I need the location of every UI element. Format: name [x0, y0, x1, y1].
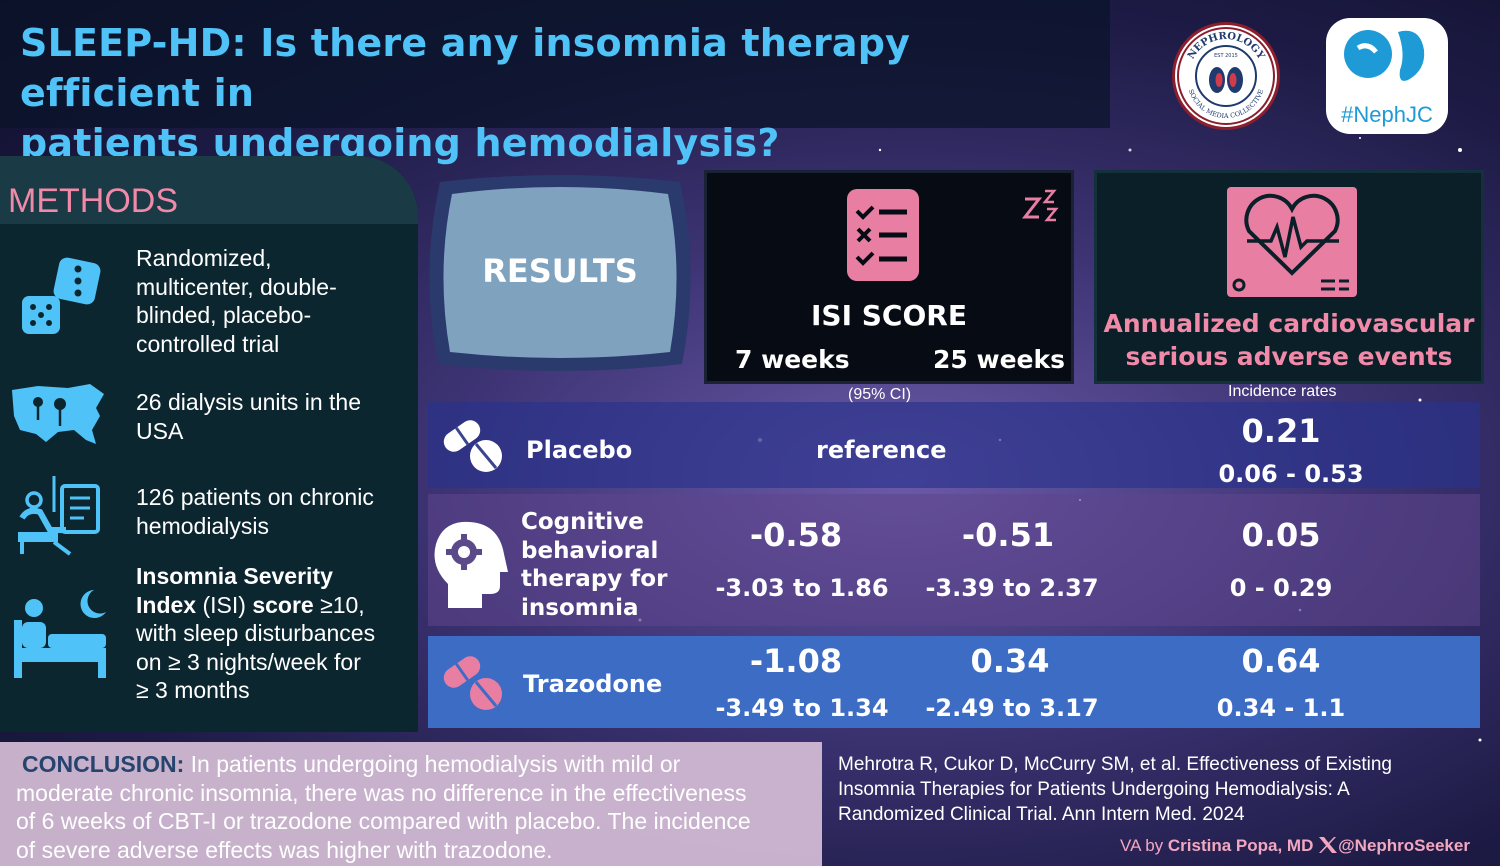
citation-line: Insomnia Therapies for Patients Undergoi…	[838, 779, 1350, 800]
method-inclusion-text: Insomnia Severity Index (ISI) score ≥10,…	[136, 562, 412, 705]
method-inclusion-line: on ≥ 3 nights/week for	[136, 648, 361, 675]
row-trazodone-25wk-ci: -2.49 to 3.17	[925, 694, 1099, 722]
citation-line: Mehrotra R, Cukor D, McCurry SM, et al. …	[838, 754, 1392, 775]
credit-prefix: VA by	[1120, 836, 1168, 855]
method-inclusion-text-part: ≥10,	[313, 591, 365, 618]
method-patients-text: 126 patients on chronic hemodialysis	[136, 483, 408, 540]
conclusion-text-line: In patients undergoing hemodialysis with…	[184, 751, 681, 777]
x-logo-icon	[1319, 837, 1338, 853]
heart-monitor-icon	[1227, 187, 1357, 297]
nephrology-social-media-collective-logo: NEPHROLOGY SOCIAL MEDIA COLLECTIVE EST 2…	[1172, 22, 1280, 130]
conclusion-text-line: of 6 weeks of CBT-I or trazodone compare…	[16, 808, 751, 834]
method-inclusion-bold: score	[252, 591, 314, 618]
row-placebo-cv-value: 0.21	[1241, 412, 1321, 450]
credit-line: VA by Cristina Popa, MD @NephroSeeker	[1120, 836, 1470, 856]
usa-map-icon	[12, 384, 104, 444]
row-placebo-cv-ci: 0.06 - 0.53	[1218, 460, 1364, 488]
isi-25-weeks-header: 25 weeks	[933, 345, 1066, 374]
title-banner: SLEEP-HD: Is there any insomnia therapy …	[0, 0, 1110, 165]
bed-moon-icon	[14, 590, 106, 678]
row-cbti-7wk-ci: -3.03 to 1.86	[715, 574, 889, 602]
methods-title: METHODS	[8, 182, 178, 220]
cv-title-line2: serious adverse events	[1125, 342, 1453, 371]
method-design-line: blinded, placebo-	[136, 302, 312, 328]
method-inclusion-bold: Insomnia Severity	[136, 563, 333, 589]
row-trazodone-label: Trazodone	[523, 670, 663, 698]
method-sites-text: 26 dialysis units in the USA	[136, 388, 408, 445]
isi-7-weeks-header: 7 weeks	[735, 345, 850, 374]
method-design-line: controlled trial	[136, 330, 280, 357]
method-inclusion-text-part: (ISI)	[196, 591, 253, 618]
isi-score-box: ISI SCORE 7 weeks 25 weeks	[704, 170, 1074, 384]
row-cbti-label-line: Cognitive	[521, 509, 644, 535]
dice-icon	[22, 257, 101, 334]
row-cbti-cv-ci: 0 - 0.29	[1229, 574, 1333, 602]
row-cbti-cv-value: 0.05	[1241, 516, 1321, 554]
method-patients-line: 126 patients on chronic	[136, 484, 374, 510]
dialysis-patient-icon	[18, 476, 100, 556]
conclusion-label: CONCLUSION:	[22, 751, 185, 777]
method-design-line: multicenter, double-	[136, 273, 337, 300]
incidence-rates-note: Incidence rates	[1228, 383, 1337, 400]
results-label: RESULTS	[482, 252, 638, 290]
results-row-placebo: Placebo reference 0.21 0.06 - 0.53	[428, 402, 1480, 488]
head-gear-icon	[434, 521, 508, 608]
methods-header: METHODS	[0, 156, 418, 224]
row-placebo-isi-reference: reference	[816, 436, 947, 464]
pills-icon	[443, 420, 502, 472]
citation: Mehrotra R, Cukor D, McCurry SM, et al. …	[838, 752, 1488, 827]
conclusion-text-line: moderate chronic insomnia, there was no …	[16, 779, 747, 806]
credit-handle[interactable]: @NephroSeeker	[1338, 836, 1470, 855]
row-trazodone-7wk-ci: -3.49 to 1.34	[715, 694, 889, 722]
method-design-text: Randomized, multicenter, double- blinded…	[136, 244, 408, 358]
method-inclusion-line: ≥ 3 months	[136, 677, 250, 703]
method-sites-line: 26 dialysis units in the	[136, 389, 362, 415]
kidney-icon	[1344, 30, 1425, 81]
zzz-icon	[1021, 189, 1059, 222]
checklist-icon	[847, 189, 919, 281]
row-cbti-25wk-ci: -3.39 to 2.37	[925, 574, 1099, 602]
conclusion-box: CONCLUSION: In patients undergoing hemod…	[0, 742, 822, 866]
credit-author: Cristina Popa, MD	[1167, 836, 1314, 855]
row-cbti-7wk-value: -0.58	[749, 516, 843, 554]
method-sites-line: USA	[136, 417, 184, 444]
isi-score-title: ISI SCORE	[811, 299, 967, 332]
cardiovascular-events-box: Annualized cardiovascular serious advers…	[1094, 170, 1484, 384]
citation-line: Randomized Clinical Trial. Ann Intern Me…	[838, 804, 1245, 825]
row-cbti-label-line: insomnia	[521, 594, 639, 621]
row-trazodone-cv-ci: 0.34 - 1.1	[1216, 694, 1346, 722]
ci-note: (95% CI)	[848, 386, 912, 403]
row-cbti-label-line: therapy for	[521, 566, 668, 592]
row-trazodone-cv-value: 0.64	[1241, 642, 1321, 680]
method-inclusion-line: with sleep disturbances	[136, 620, 376, 646]
pink-pills-icon	[443, 656, 502, 710]
logo-est-text: EST 2015	[1214, 53, 1238, 59]
method-patients-line: hemodialysis	[136, 512, 269, 539]
row-cbti-label-line: behavioral	[521, 537, 659, 564]
pillow-icon	[429, 175, 691, 371]
row-trazodone-25wk-value: 0.34	[970, 642, 1050, 680]
row-cbti-label: Cognitive behavioral therapy for insomni…	[521, 508, 667, 622]
row-placebo-label: Placebo	[526, 436, 633, 464]
page-title-line1: SLEEP-HD: Is there any insomnia therapy …	[20, 21, 911, 115]
row-cbti-25wk-value: -0.51	[961, 516, 1055, 554]
nephjc-logo: #NephJC	[1326, 18, 1448, 134]
method-design-line: Randomized,	[136, 245, 272, 271]
cv-title-line1: Annualized cardiovascular	[1103, 309, 1475, 338]
method-inclusion-bold: Index	[136, 591, 197, 618]
results-row-trazodone: Trazodone -1.08 -3.49 to 1.34 0.34 -2.49…	[428, 636, 1480, 728]
results-row-cbti: Cognitive behavioral therapy for insomni…	[428, 494, 1480, 626]
methods-panel: METHODS Randomized, multicenter, double-…	[0, 156, 418, 732]
nephjc-hashtag: #NephJC	[1341, 102, 1433, 127]
conclusion-text-line: of severe adverse effects was higher wit…	[16, 836, 553, 863]
row-trazodone-7wk-value: -1.08	[749, 642, 843, 680]
